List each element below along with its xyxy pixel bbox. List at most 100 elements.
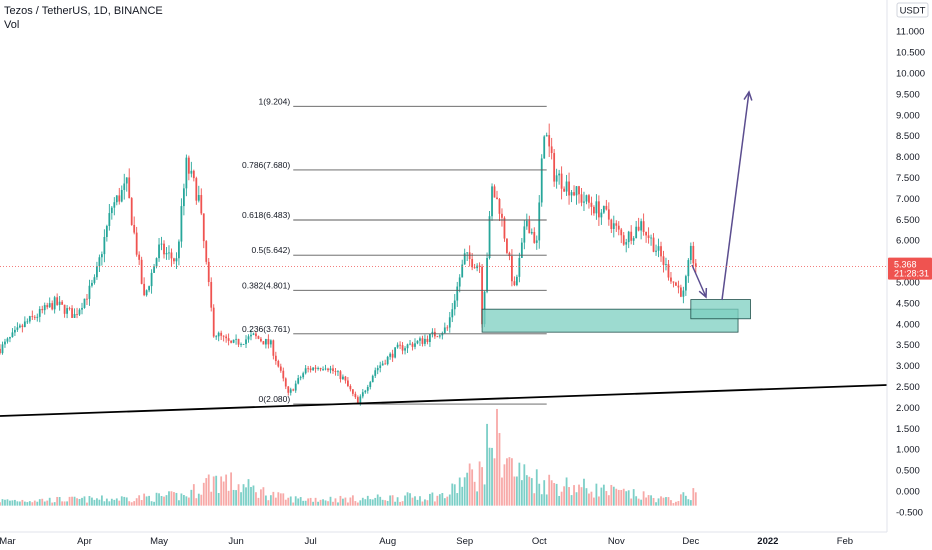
- y-tick-label: 3.000: [896, 361, 920, 372]
- candle-body: [252, 333, 255, 335]
- candle-body: [302, 373, 305, 378]
- volume-bar: [91, 497, 93, 506]
- volume-bar: [165, 495, 168, 506]
- volume-bar: [86, 502, 88, 506]
- candle-body: [227, 338, 230, 341]
- y-tick-label: 11.000: [896, 27, 924, 38]
- y-tick-label: 6.000: [896, 236, 920, 247]
- volume-bar: [342, 498, 344, 506]
- volume-bar: [334, 498, 337, 506]
- volume-bar: [16, 501, 19, 506]
- volume-bar: [202, 482, 205, 506]
- volume-bar: [130, 502, 133, 506]
- volume-bar: [153, 501, 155, 506]
- volume-bar: [528, 476, 531, 506]
- volume-bar: [391, 495, 394, 506]
- candle-body: [78, 309, 81, 315]
- candle-body: [637, 226, 640, 231]
- volume-bar: [356, 502, 359, 506]
- candle-body: [620, 229, 623, 236]
- y-tick-label: 3.500: [896, 340, 920, 351]
- volume-bar: [180, 493, 183, 506]
- arrow-up: [721, 91, 750, 301]
- candle-body: [406, 344, 409, 349]
- volume-bar: [677, 501, 680, 506]
- volume-bar: [361, 497, 364, 506]
- volume-bar: [332, 501, 334, 506]
- volume-bar: [496, 408, 498, 506]
- y-tick-label: 7.000: [896, 194, 920, 205]
- volume-bar: [227, 490, 230, 506]
- volume-bar: [597, 496, 600, 506]
- volume-bar: [257, 497, 260, 506]
- candle-body: [530, 231, 533, 234]
- candle-body: [679, 287, 682, 297]
- candle-body: [202, 213, 205, 242]
- candle-body: [488, 216, 491, 258]
- volume-bar: [113, 499, 116, 506]
- candle-body: [322, 369, 324, 370]
- volume-bar: [682, 492, 685, 506]
- x-tick-label: 2022: [757, 536, 778, 547]
- candle-body: [115, 195, 118, 203]
- volume-bar: [143, 493, 146, 506]
- volume-bar: [170, 491, 173, 506]
- volume-bar: [635, 496, 638, 506]
- trendline: [0, 384, 888, 417]
- volume-bar: [419, 496, 421, 506]
- candle-body: [235, 338, 237, 340]
- candle-body: [86, 298, 88, 300]
- candle-body: [61, 301, 64, 305]
- candle-body: [93, 277, 96, 283]
- candle-body: [466, 252, 469, 254]
- arrow-up-head: [743, 90, 753, 101]
- candle-body: [168, 252, 170, 254]
- volume-bar: [543, 480, 546, 506]
- candle-body: [429, 333, 431, 342]
- candle-body: [670, 277, 672, 282]
- candle-body: [0, 348, 1, 354]
- candle-body: [632, 238, 635, 241]
- candle-body: [242, 344, 245, 345]
- volume-bar: [317, 501, 319, 506]
- volume-bar: [607, 495, 610, 506]
- candle-body: [642, 221, 645, 232]
- candle-body: [76, 313, 78, 315]
- y-tick-label: 10.000: [896, 69, 925, 80]
- volume-bar: [553, 483, 556, 506]
- volume-bar: [453, 484, 456, 506]
- candle-body: [361, 392, 364, 397]
- candle-body: [364, 390, 367, 393]
- candle-body: [108, 213, 111, 226]
- volume-bar: [359, 500, 362, 506]
- candle-body: [583, 201, 585, 203]
- volume-bar: [14, 499, 16, 506]
- candle-body: [379, 365, 382, 368]
- candle-body: [212, 307, 215, 337]
- volume-bar: [240, 492, 242, 506]
- candle-body: [28, 316, 31, 322]
- candle-body: [264, 339, 267, 345]
- candle-body: [292, 389, 295, 391]
- candle-body: [694, 263, 697, 267]
- volume-bar: [299, 497, 302, 506]
- candle-body: [483, 291, 486, 325]
- volume-bar: [150, 501, 153, 506]
- volume-bar: [431, 492, 434, 506]
- volume-bar: [684, 495, 687, 506]
- candle-body: [240, 344, 242, 346]
- x-tick-label: Oct: [532, 536, 547, 547]
- volume-bar: [578, 484, 580, 506]
- candle-body: [329, 368, 332, 371]
- candle-body: [369, 382, 372, 388]
- volume-bar: [662, 497, 665, 506]
- volume-bar: [339, 495, 342, 506]
- volume-bar: [436, 495, 439, 506]
- volume-bar: [657, 498, 660, 506]
- volume-bar: [585, 488, 588, 506]
- volume-bar: [48, 497, 51, 506]
- candle-body: [307, 368, 310, 370]
- candle-body: [689, 245, 692, 261]
- volume-bar: [312, 501, 315, 506]
- volume-bar: [364, 499, 367, 506]
